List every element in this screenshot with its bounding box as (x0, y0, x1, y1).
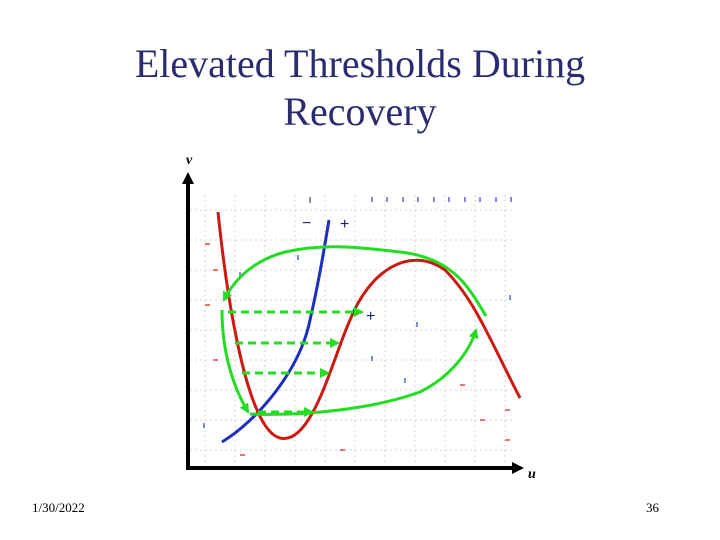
minus-sign-label: − (302, 215, 311, 232)
title-line-1: Elevated Thresholds During (134, 41, 586, 86)
y-axis-label: v (186, 153, 193, 168)
footer-date: 1/30/2022 (32, 500, 85, 515)
x-axis-label: u (528, 467, 536, 482)
plus-sign-label-top: + (340, 216, 349, 233)
footer-page-number: 36 (646, 500, 659, 515)
plus-sign-label-middle: + (366, 308, 375, 325)
v-nullcline-curve (221, 219, 331, 444)
u-nullcline-curve (216, 211, 522, 440)
trajectory-left-segment (220, 309, 250, 414)
trajectory-top-segment (222, 245, 488, 317)
title-line-2: Recovery (283, 89, 437, 134)
threshold-arrows (228, 307, 364, 417)
grid (190, 195, 515, 465)
axes: v u (182, 153, 536, 482)
trajectory (220, 245, 488, 416)
trajectory-bottom-segment (249, 328, 479, 416)
vector-field-ticks-red (205, 243, 510, 456)
slide-title: Elevated Thresholds During Recovery (60, 40, 660, 136)
